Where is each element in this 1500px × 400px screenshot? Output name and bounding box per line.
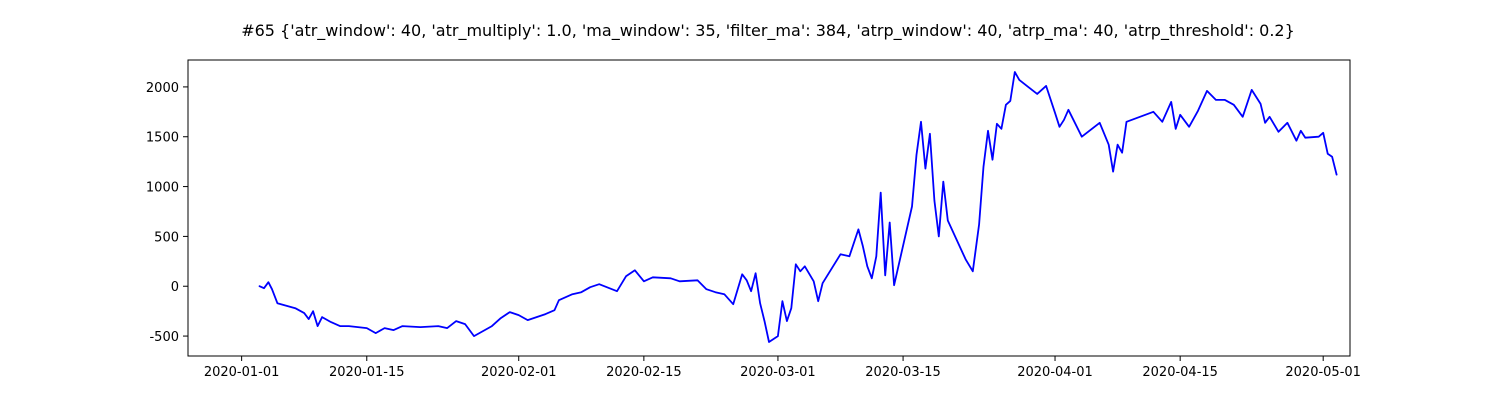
y-tick-label: 0 — [171, 280, 179, 295]
x-axis: 2020-01-01 2020-01-15 2020-02-01 2020-02-15… — [204, 356, 1361, 380]
plot-area-frame — [187, 59, 1351, 357]
y-axis: -500 0 500 1000 1500 2000 — [146, 81, 188, 345]
x-tick-label: 2020-01-15 — [329, 365, 405, 380]
x-tick-label: 2020-03-15 — [865, 365, 941, 380]
y-tick-label: 1500 — [146, 131, 179, 146]
series-lines — [258, 71, 1338, 343]
y-tick-label: 500 — [154, 230, 179, 245]
x-tick-label: 2020-04-01 — [1017, 365, 1093, 380]
x-tick-label: 2020-05-01 — [1285, 365, 1361, 380]
chart-title: #65 {'atr_window': 40, 'atr_multiply': 1… — [241, 21, 1295, 40]
series-line — [258, 71, 1338, 343]
y-tick-label: -500 — [149, 330, 179, 345]
x-tick-label: 2020-03-01 — [740, 365, 816, 380]
y-tick-label: 2000 — [146, 81, 179, 96]
x-tick-label: 2020-01-01 — [204, 365, 280, 380]
y-tick-label: 1000 — [146, 181, 179, 196]
x-tick-label: 2020-02-01 — [481, 365, 557, 380]
x-tick-label: 2020-04-15 — [1142, 365, 1218, 380]
x-tick-label: 2020-02-15 — [606, 365, 682, 380]
